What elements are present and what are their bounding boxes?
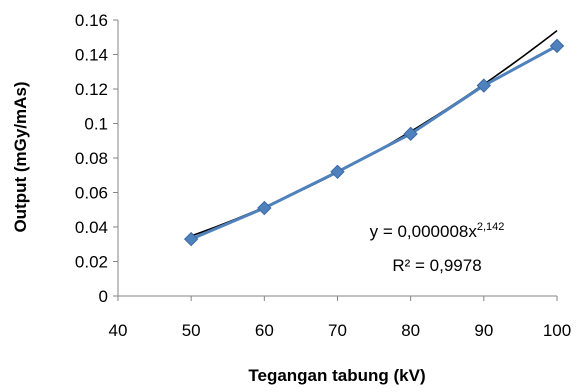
data-point-marker: [549, 38, 565, 54]
x-tick-label: 70: [328, 321, 347, 340]
y-tick-label: 0.08: [75, 149, 108, 168]
y-tick-label: 0.04: [75, 218, 108, 237]
x-tick-label: 40: [109, 321, 128, 340]
x-axis-ticks: 40 50 60 70 80 90 100: [109, 296, 571, 340]
y-tick-label: 0.06: [75, 184, 108, 203]
y-axis-title: Output (mGy/mAs): [11, 81, 30, 232]
power-trendline: [190, 29, 558, 237]
y-tick-label: 0.1: [84, 115, 108, 134]
series-line: [190, 44, 558, 241]
trendline-equation: y = 0,000008x2,142: [370, 221, 505, 241]
x-tick-label: 60: [255, 321, 274, 340]
x-tick-label: 90: [474, 321, 493, 340]
y-tick-label: 0.16: [75, 11, 108, 30]
data-point-marker: [257, 200, 272, 216]
series-markers: [183, 38, 565, 247]
data-point-marker: [183, 231, 199, 247]
y-tick-label: 0.14: [75, 46, 108, 65]
data-point-marker: [403, 126, 418, 142]
x-tick-label: 100: [543, 321, 571, 340]
x-tick-label: 50: [182, 321, 201, 340]
y-tick-label: 0.02: [75, 253, 108, 272]
r-squared-label: R² = 0,9978: [392, 256, 481, 275]
data-point-marker: [330, 164, 345, 180]
y-tick-label: 0.12: [75, 80, 108, 99]
x-axis-title: Tegangan tabung (kV): [248, 366, 425, 385]
y-axis-ticks: 0 0.02 0.04 0.06 0.08 0.1 0.12 0.14 0.16: [75, 11, 118, 306]
data-point-marker: [476, 78, 492, 93]
y-tick-label: 0: [99, 287, 108, 306]
x-tick-label: 80: [401, 321, 420, 340]
